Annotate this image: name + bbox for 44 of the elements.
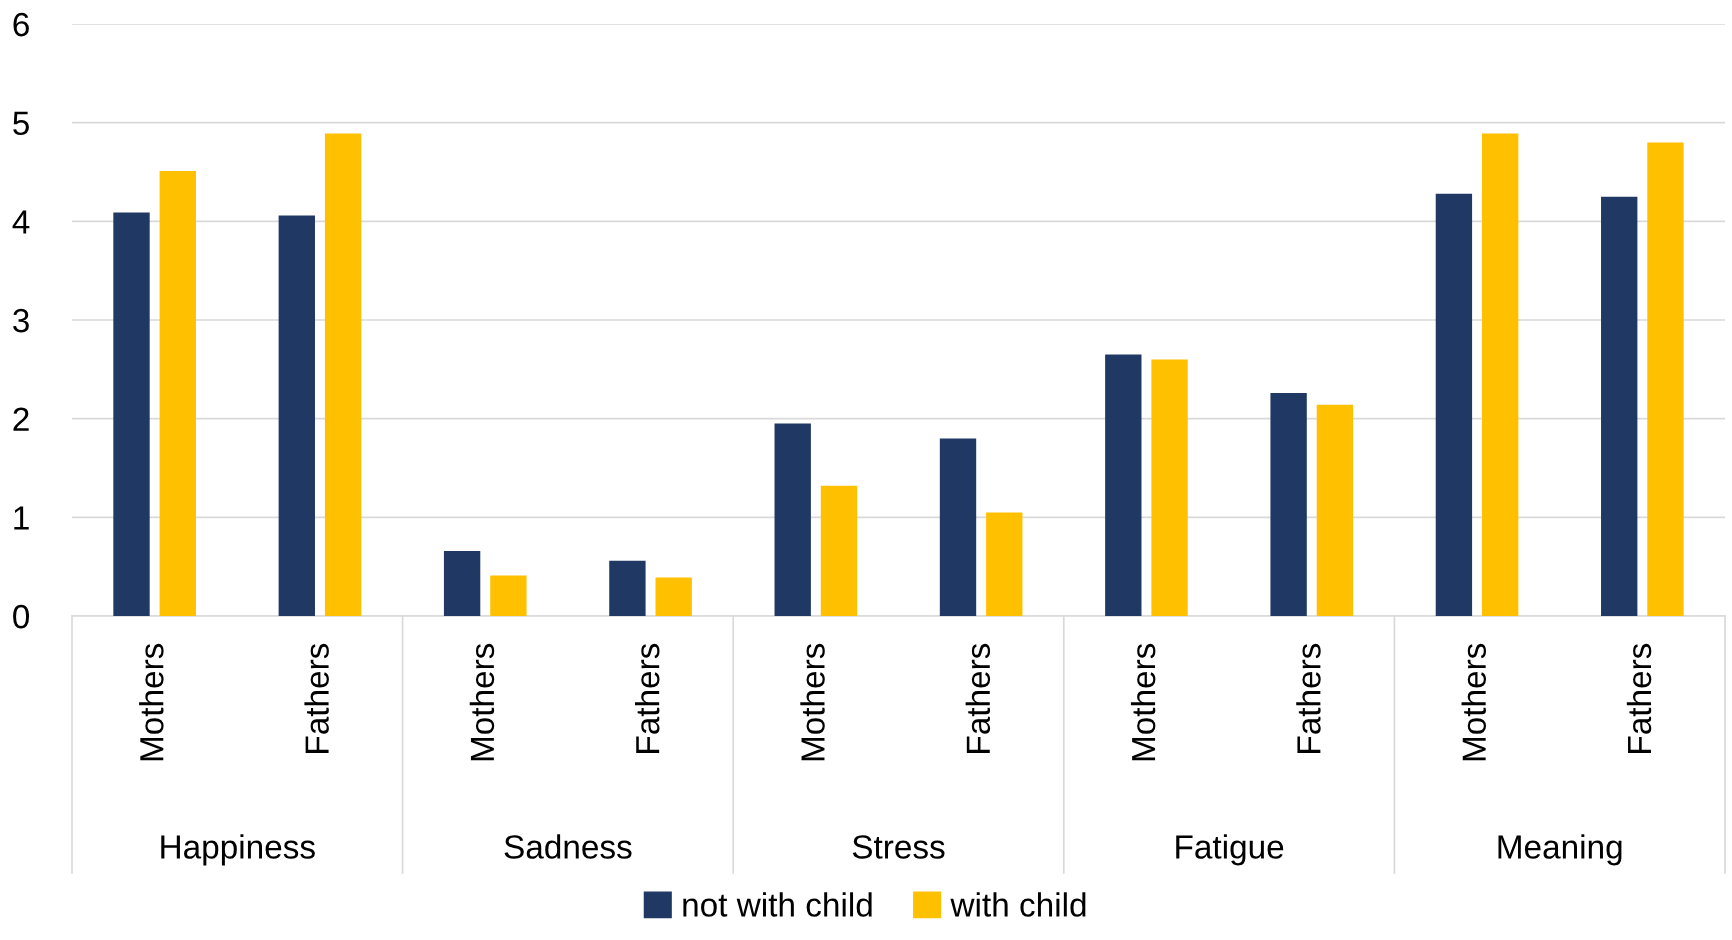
bar — [324, 133, 362, 616]
text: Happiness — [161, 834, 315, 866]
bar — [655, 577, 692, 616]
y-tick-label: 6 — [13, 12, 29, 37]
text: Meaning — [1498, 834, 1622, 866]
bar — [1270, 393, 1307, 616]
bar — [278, 215, 315, 616]
x-tick-label: Fathers — [1296, 643, 1321, 753]
bar — [490, 575, 527, 616]
y-tick-label: 2 — [13, 407, 29, 431]
text: Sadness — [504, 834, 632, 859]
bar — [774, 423, 811, 616]
bar — [986, 512, 1023, 616]
x-tick-label: Mothers — [1130, 643, 1156, 761]
bar — [1435, 193, 1473, 616]
bar — [1482, 133, 1519, 616]
y-tick-label: 1 — [14, 506, 29, 530]
x-tick-label: Fathers — [1626, 643, 1652, 753]
bar — [1647, 142, 1684, 616]
x-tick-label: Fathers — [965, 643, 991, 753]
bar — [159, 171, 196, 616]
bar — [1105, 354, 1142, 616]
text: Stress — [852, 835, 945, 859]
x-tick-label: Mothers — [139, 643, 164, 761]
y-tick-label: 5 — [13, 111, 29, 136]
y-tick-label: 4 — [12, 210, 30, 234]
y-tick-label: 0 — [13, 604, 30, 629]
x-tick-label: Mothers — [800, 643, 825, 761]
x-tick-label: Fathers — [635, 643, 660, 753]
bar — [820, 485, 858, 616]
bar — [1601, 196, 1638, 616]
bar — [939, 438, 977, 616]
bar — [609, 560, 646, 616]
x-tick-label: Fathers — [304, 643, 329, 753]
legend-label: not with child — [683, 892, 872, 917]
legend-label: with child — [950, 892, 1086, 917]
bar — [1151, 359, 1188, 616]
y-tick-label: 3 — [13, 308, 29, 333]
x-tick-label: Mothers — [469, 643, 495, 761]
bar — [113, 212, 150, 616]
bar — [1316, 404, 1354, 616]
text: Fatigue — [1176, 834, 1284, 866]
bar — [443, 550, 481, 616]
x-tick-label: Mothers — [1461, 643, 1486, 761]
